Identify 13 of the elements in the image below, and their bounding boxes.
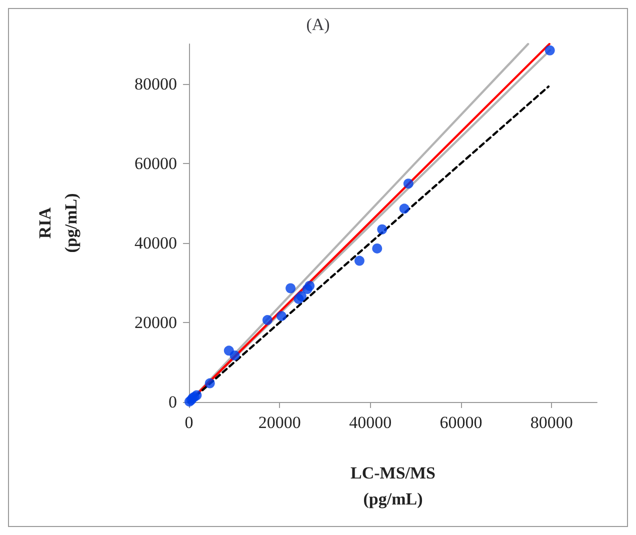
x-tick-label: 0 bbox=[184, 413, 194, 432]
x-axis-title: LC-MS/MS (pg/mL) bbox=[350, 464, 436, 508]
y-axis-title: RIA (pg/mL) bbox=[36, 193, 80, 253]
x-tick-label: 80000 bbox=[530, 413, 573, 432]
x-tick-label: 20000 bbox=[258, 413, 301, 432]
y-tick-label: 20000 bbox=[134, 312, 177, 332]
x-tick-label: 60000 bbox=[440, 413, 482, 432]
y-tick-label: 0 bbox=[168, 392, 177, 412]
chart-title: (A) bbox=[306, 15, 330, 34]
x-tick-label: 40000 bbox=[349, 413, 392, 432]
y-tick-label: 40000 bbox=[134, 233, 177, 252]
y-tick-label: 80000 bbox=[134, 74, 177, 94]
y-tick-label: 60000 bbox=[134, 154, 177, 173]
